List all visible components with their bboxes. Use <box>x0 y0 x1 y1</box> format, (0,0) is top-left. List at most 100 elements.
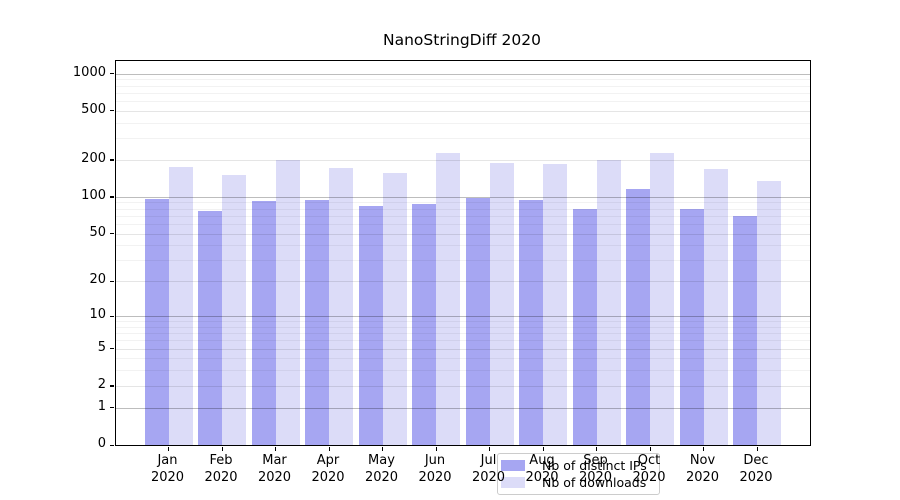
x-tick-label-sep: Sep 2020 <box>578 453 613 485</box>
bar-downloads-mar <box>275 159 300 445</box>
y-tick-label-1: 1 <box>97 398 106 414</box>
x-tick-may <box>382 447 384 451</box>
bar-distinct-ips-oct <box>626 189 650 445</box>
gridline-minor <box>116 245 810 247</box>
gridline-minor <box>116 321 810 323</box>
x-tick-label-jul: Jul 2020 <box>471 453 506 485</box>
y-tick-label-200: 200 <box>81 150 106 166</box>
bar-distinct-ips-jul <box>465 197 490 445</box>
bar-distinct-ips-jan <box>144 198 169 445</box>
gridline-10 <box>116 316 810 318</box>
bar-downloads-feb <box>222 175 246 445</box>
bar-downloads-aug <box>543 163 567 445</box>
bar-distinct-ips-sep <box>572 208 597 445</box>
x-tick-label-jun: Jun 2020 <box>418 453 452 485</box>
bar-downloads-dec <box>757 180 781 445</box>
x-tick-label-feb: Feb 2020 <box>204 453 238 485</box>
bar-downloads-oct <box>650 153 674 445</box>
legend-label-downloads: Nb of downloads <box>542 475 647 490</box>
bar-downloads-sep <box>596 160 621 445</box>
x-tick-label-may: May 2020 <box>364 453 399 485</box>
x-tick-nov <box>703 447 705 451</box>
y-tick-50 <box>110 233 114 235</box>
y-tick-500 <box>110 110 114 112</box>
gridline-minor <box>116 370 810 372</box>
bar-distinct-ips-aug <box>519 200 543 445</box>
y-tick-10 <box>110 315 114 317</box>
gridline-minor <box>116 202 810 204</box>
gridline-minor <box>116 100 810 102</box>
bar-downloads-jun <box>436 153 460 445</box>
y-tick-label-0: 0 <box>97 436 106 451</box>
bar-downloads-nov <box>703 168 728 445</box>
x-tick-dec <box>756 447 758 451</box>
gridline-1000 <box>116 73 810 75</box>
plot-area: Nb of distinct IPs Nb of downloads <box>110 60 811 495</box>
bar-distinct-ips-feb <box>198 210 222 445</box>
legend-item-distinct-ips: Nb of distinct IPs <box>501 458 653 473</box>
x-tick-label-aug: Aug 2020 <box>525 453 559 485</box>
gridline-2 <box>116 385 810 387</box>
gridline-5 <box>116 348 810 350</box>
gridline-minor <box>116 340 810 342</box>
y-tick-1 <box>110 407 114 409</box>
legend-swatch-downloads <box>501 477 525 488</box>
gridline-minor <box>116 333 810 335</box>
gridline-50 <box>116 233 810 235</box>
legend-label-ips: Nb of distinct IPs <box>542 458 647 473</box>
bar-downloads-may <box>382 172 407 445</box>
bar-downloads-jan <box>168 167 193 445</box>
gridline-20 <box>116 281 810 283</box>
gridline-500 <box>116 110 810 112</box>
y-tick-1000 <box>110 73 114 75</box>
x-tick-oct <box>649 447 651 451</box>
chart-title: NanoStringDiff 2020 <box>383 31 541 49</box>
y-tick-5 <box>110 348 114 350</box>
y-tick-label-20: 20 <box>89 272 106 288</box>
x-tick-jun <box>435 447 437 451</box>
legend-item-downloads: Nb of downloads <box>501 475 653 490</box>
gridline-minor <box>116 326 810 328</box>
bar-distinct-ips-jun <box>412 204 436 445</box>
legend-swatch-ips <box>501 460 525 471</box>
y-tick-label-500: 500 <box>81 101 106 117</box>
gridline-minor <box>116 92 810 94</box>
y-tick-2 <box>110 385 114 387</box>
x-tick-jul <box>489 447 491 451</box>
y-tick-label-50: 50 <box>89 224 106 240</box>
x-tick-mar <box>275 447 277 451</box>
y-tick-label-2: 2 <box>97 376 106 392</box>
legend: Nb of distinct IPs Nb of downloads <box>497 453 660 495</box>
gridline-200 <box>116 159 810 161</box>
gridline-minor <box>116 358 810 360</box>
gridline-1 <box>116 407 810 409</box>
x-tick-label-mar: Mar 2020 <box>257 453 292 485</box>
y-tick-100 <box>110 196 114 198</box>
x-tick-label-nov: Nov 2020 <box>685 453 720 485</box>
bar-downloads-jul <box>489 163 514 445</box>
bar-distinct-ips-mar <box>251 201 276 445</box>
y-tick-label-1000: 1000 <box>72 64 106 80</box>
bar-distinct-ips-nov <box>679 209 704 445</box>
gridline-minor <box>116 215 810 217</box>
x-tick-sep <box>596 447 598 451</box>
gridline-minor <box>116 85 810 87</box>
bar-downloads-apr <box>329 167 353 445</box>
gridline-minor <box>116 260 810 262</box>
x-tick-label-jan: Jan 2020 <box>150 453 185 485</box>
gridline-minor <box>116 138 810 140</box>
gridline-minor <box>116 223 810 225</box>
bar-distinct-ips-apr <box>305 200 329 445</box>
gridline-minor <box>116 79 810 81</box>
x-tick-label-dec: Dec 2020 <box>739 453 773 485</box>
y-tick-label-5: 5 <box>97 339 106 355</box>
bar-distinct-ips-may <box>358 206 383 445</box>
gridline-100 <box>116 196 810 198</box>
x-tick-feb <box>221 447 223 451</box>
y-tick-20 <box>110 280 114 282</box>
gridline-minor <box>116 122 810 124</box>
x-tick-apr <box>328 447 330 451</box>
x-tick-jan <box>168 447 170 451</box>
y-tick-label-10: 10 <box>89 307 106 323</box>
